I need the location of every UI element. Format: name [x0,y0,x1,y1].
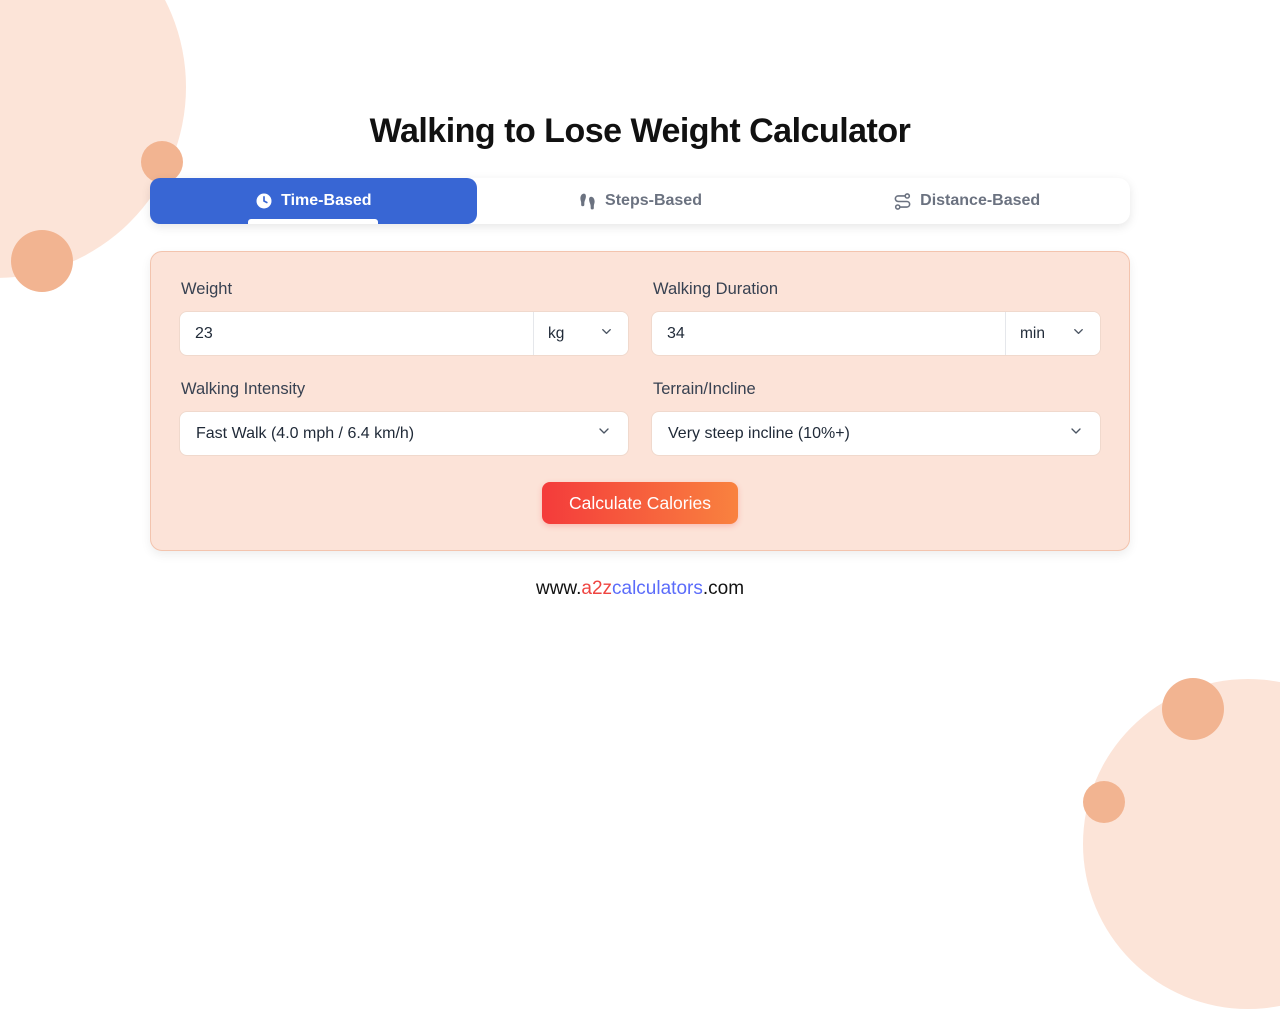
terrain-field-group: Terrain/Incline Very steep incline (10%+… [651,356,1101,456]
tab-bar: Time-Based Steps-Based Distance-Based [150,178,1130,224]
intensity-value: Fast Walk (4.0 mph / 6.4 km/h) [196,424,415,442]
tab-distance-based[interactable]: Distance-Based [803,178,1130,224]
weight-input[interactable] [180,312,533,355]
route-icon [893,192,912,211]
site-url-a2z: a2z [581,578,613,599]
clock-icon [255,192,273,210]
site-url: www.a2zcalculators.com [0,578,1280,600]
decorative-circle [141,141,183,183]
weight-field-group: Weight kg [179,272,629,356]
calculate-calories-button[interactable]: Calculate Calories [541,482,738,524]
weight-unit-value: kg [548,324,565,342]
intensity-field-group: Walking Intensity Fast Walk (4.0 mph / 6… [179,356,629,456]
intensity-label: Walking Intensity [181,380,306,398]
terrain-select[interactable]: Very steep incline (10%+) [651,411,1101,456]
site-url-calculators: calculators [612,578,703,599]
tab-steps-based[interactable]: Steps-Based [477,178,804,224]
tab-label: Steps-Based [605,192,702,209]
intensity-select[interactable]: Fast Walk (4.0 mph / 6.4 km/h) [179,411,629,456]
site-url-suffix: .com [702,578,745,599]
duration-input[interactable] [652,312,1005,355]
footprints-icon [578,192,597,211]
chevron-down-icon [1071,324,1086,344]
duration-unit-value: min [1020,324,1045,342]
decorative-circle [1162,678,1224,740]
duration-unit-select[interactable]: min [1005,312,1100,355]
weight-unit-select[interactable]: kg [533,312,628,355]
decorative-circle [1083,781,1125,823]
site-url-prefix: www. [535,578,582,599]
weight-label: Weight [181,280,233,298]
tab-label: Distance-Based [920,192,1041,209]
chevron-down-icon [596,423,612,444]
decorative-circle [11,230,73,292]
calculator-card: Weight kg Walking Duration min [150,251,1130,551]
tab-label: Time-Based [281,192,372,209]
duration-label: Walking Duration [653,280,779,298]
page-title: Walking to Lose Weight Calculator [369,112,911,150]
chevron-down-icon [599,324,614,344]
tab-time-based[interactable]: Time-Based [150,178,477,224]
terrain-label: Terrain/Incline [653,380,756,398]
terrain-value: Very steep incline (10%+) [668,424,850,442]
duration-field-group: Walking Duration min [651,272,1101,356]
chevron-down-icon [1068,423,1084,444]
